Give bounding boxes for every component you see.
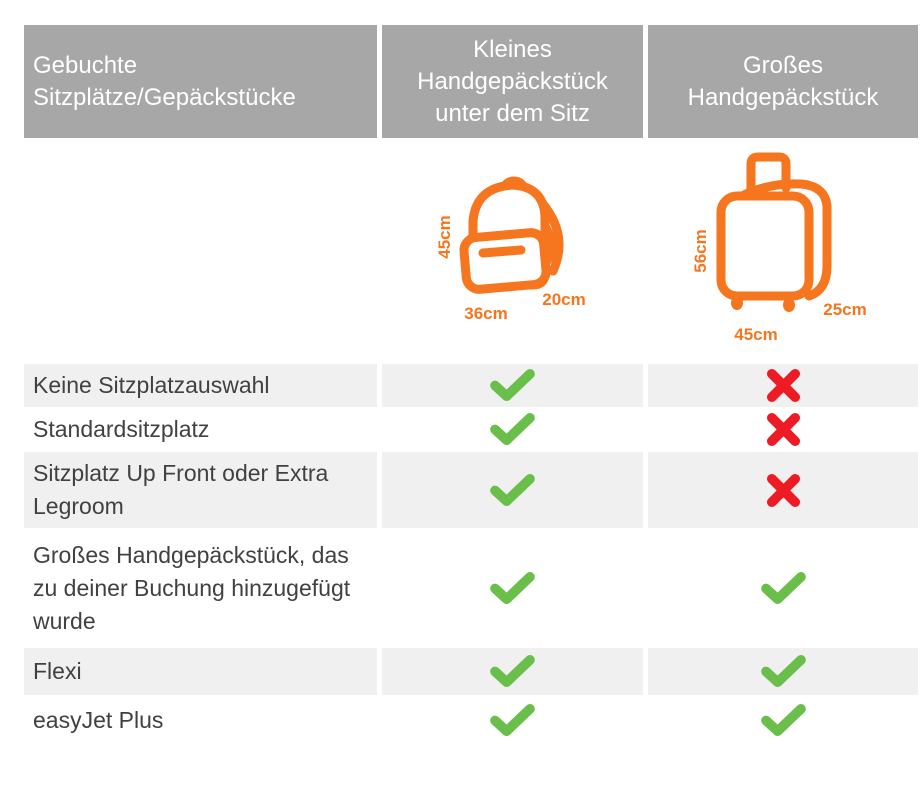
- row-label: Flexi: [24, 648, 377, 695]
- table-row: easyJet Plus: [24, 695, 918, 745]
- large-bag-mark-cell: [648, 452, 918, 528]
- header-label-large-bag: Großes Handgepäckstück: [687, 51, 879, 111]
- row-label: Standardsitzplatz: [33, 416, 210, 442]
- row-label: Keine Sitzplatzauswahl: [24, 364, 377, 407]
- header-label-small-bag: Kleines Handgepäckstück unter dem Sitz: [417, 35, 608, 127]
- bag-illustration-row: 45cm 36cm 20cm 56cm 45cm 25cm: [24, 138, 918, 364]
- icon-row-empty-cell: [24, 138, 377, 364]
- small-bag-mark-cell: [382, 364, 643, 407]
- check-icon: [490, 473, 535, 506]
- check-icon: [760, 655, 806, 688]
- large-bag-width-label: 45cm: [734, 325, 778, 344]
- table-row: Großes Handgepäckstück, das zu deiner Bu…: [24, 528, 918, 648]
- row-label: easyJet Plus: [33, 706, 164, 733]
- header-cell-small-bag: Kleines Handgepäckstück unter dem Sitz: [382, 25, 643, 138]
- small-bag-mark-cell: [382, 695, 643, 745]
- check-icon: [490, 413, 535, 446]
- small-bag-mark-cell: [382, 648, 643, 695]
- table-row: Standardsitzplatz: [24, 407, 918, 452]
- baggage-comparison-table: Gebuchte Sitzplätze/Gepäckstücke Kleines…: [24, 25, 918, 745]
- check-icon: [490, 571, 535, 604]
- large-bag-depth-label: 25cm: [823, 300, 867, 319]
- header-cell-booked-seats: Gebuchte Sitzplätze/Gepäckstücke: [24, 25, 377, 138]
- table-row: Keine Sitzplatzauswahl: [24, 364, 918, 407]
- header-label-booked-seats: Gebuchte Sitzplätze/Gepäckstücke: [33, 51, 296, 111]
- small-bag-mark-cell: [382, 407, 643, 452]
- check-icon: [760, 571, 806, 604]
- small-bag-width-label: 36cm: [464, 304, 508, 323]
- table-row: Flexi: [24, 648, 918, 695]
- table-header-row: Gebuchte Sitzplätze/Gepäckstücke Kleines…: [24, 25, 918, 138]
- check-icon: [490, 703, 535, 736]
- suitcase-icon: [716, 152, 832, 312]
- row-label: Großes Handgepäckstück, das zu deiner Bu…: [33, 541, 351, 634]
- cross-icon: [766, 473, 800, 507]
- row-label: Sitzplatz Up Front oder Extra Legroom: [24, 452, 377, 528]
- small-bag-mark-cell: [382, 528, 643, 648]
- cross-icon: [766, 368, 800, 403]
- large-bag-figure: 56cm 45cm 25cm: [648, 138, 918, 364]
- large-bag-mark-cell: [648, 407, 918, 452]
- cross-icon: [766, 412, 800, 447]
- large-bag-height-label: 56cm: [691, 229, 710, 273]
- large-bag-mark-cell: [648, 528, 918, 648]
- small-bag-figure: 45cm 36cm 20cm: [382, 138, 643, 364]
- table-row: Sitzplatz Up Front oder Extra Legroom: [24, 452, 918, 528]
- large-bag-mark-cell: [648, 364, 918, 407]
- backpack-icon: [459, 176, 564, 294]
- small-bag-mark-cell: [382, 452, 643, 528]
- check-icon: [490, 369, 535, 402]
- check-icon: [760, 703, 806, 736]
- large-bag-mark-cell: [648, 695, 918, 745]
- small-bag-depth-label: 20cm: [542, 290, 586, 309]
- check-icon: [490, 655, 535, 688]
- small-bag-height-label: 45cm: [435, 215, 454, 259]
- large-bag-mark-cell: [648, 648, 918, 695]
- header-cell-large-bag: Großes Handgepäckstück: [648, 25, 918, 138]
